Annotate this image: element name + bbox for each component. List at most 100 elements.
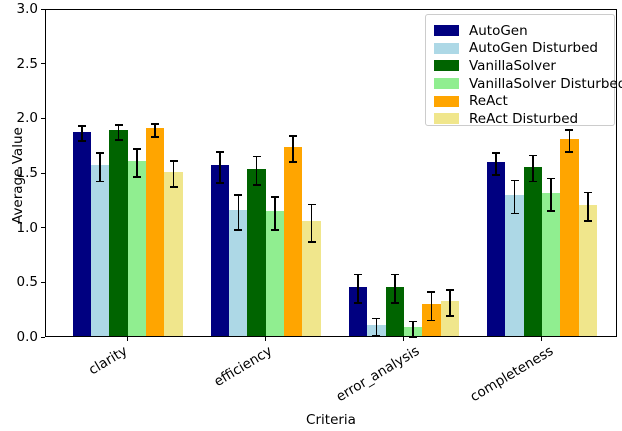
error-bar-autogen-disturbed-efficiency xyxy=(237,194,240,230)
error-bar-vanillasolver-error-analysis xyxy=(393,274,396,303)
error-bar-cap xyxy=(234,193,243,196)
legend-label-vanillasolver-disturbed: VanillaSolver Disturbed xyxy=(469,75,622,92)
error-bar-cap xyxy=(114,139,123,141)
x-tick-mark xyxy=(264,337,266,341)
error-bar-cap xyxy=(510,212,519,215)
error-bar-cap xyxy=(151,122,160,125)
y-tick-mark xyxy=(41,63,45,65)
error-bar-vanillasolver-efficiency xyxy=(255,156,258,185)
x-tick-label-completeness: completeness xyxy=(467,343,556,406)
error-bar-react-disturbed-completeness xyxy=(587,192,589,221)
error-bar-react-disturbed-error-analysis xyxy=(448,289,451,317)
legend-item-vanillasolver: VanillaSolver xyxy=(434,57,614,75)
legend-item-react-disturbed: ReAct Disturbed xyxy=(434,110,614,128)
error-bar-cap xyxy=(445,289,454,291)
legend: AutoGen AutoGen Disturbed VanillaSolver Van… xyxy=(425,14,622,128)
y-tick-label-3-0: 3.0 xyxy=(16,1,38,17)
legend-label-autogen-disturbed: AutoGen Disturbed xyxy=(469,40,598,57)
error-bar-cap xyxy=(409,336,418,338)
error-bar-cap xyxy=(252,184,261,186)
bar-react-disturbed-completeness xyxy=(578,204,597,336)
bar-autogen-completeness xyxy=(487,162,506,336)
error-bar-cap xyxy=(307,240,316,243)
y-tick-label-0-5: 0.5 xyxy=(16,274,38,291)
error-bar-autogen-disturbed-completeness xyxy=(513,180,516,214)
error-bar-cap xyxy=(96,180,105,183)
bar-autogen-clarity xyxy=(72,131,92,336)
error-bar-cap xyxy=(307,203,316,206)
error-bar-react-completeness xyxy=(568,130,571,153)
error-bar-cap xyxy=(96,152,105,155)
error-bar-cap xyxy=(252,155,261,158)
error-bar-cap xyxy=(583,191,592,194)
legend-label-react: ReAct xyxy=(469,93,508,110)
y-tick-mark xyxy=(41,281,45,283)
error-bar-cap xyxy=(270,228,279,231)
y-tick-mark xyxy=(41,172,45,174)
error-bar-vanillasolver-disturbed-efficiency xyxy=(274,196,276,230)
error-bar-react-error-analysis xyxy=(430,292,433,321)
error-bar-cap xyxy=(528,154,537,157)
y-tick-mark xyxy=(41,117,45,119)
error-bar-react-disturbed-clarity xyxy=(172,160,175,188)
bar-react-completeness xyxy=(560,139,579,336)
error-bar-cap xyxy=(510,179,519,182)
bar-vanillasolver-disturbed-efficiency xyxy=(265,211,285,336)
legend-label-react-disturbed: ReAct Disturbed xyxy=(469,110,579,127)
error-bar-cap xyxy=(114,124,123,126)
error-bar-react-disturbed-efficiency xyxy=(310,204,313,242)
error-bar-cap xyxy=(289,134,298,137)
bar-react-disturbed-clarity xyxy=(164,172,183,336)
error-bar-cap xyxy=(132,176,141,179)
legend-swatch-react xyxy=(434,95,459,107)
error-bar-cap xyxy=(289,161,298,163)
y-tick-mark xyxy=(41,227,45,229)
legend-swatch-react-disturbed xyxy=(434,113,459,125)
legend-item-autogen: AutoGen xyxy=(434,22,614,40)
error-bar-cap xyxy=(427,291,436,293)
error-bar-cap xyxy=(77,125,86,127)
error-bar-autogen-completeness xyxy=(495,153,497,176)
error-bar-autogen-clarity xyxy=(81,125,83,142)
y-tick-label-1-5: 1.5 xyxy=(16,165,38,181)
error-bar-cap xyxy=(234,228,243,231)
error-bar-cap xyxy=(372,335,381,337)
error-bar-autogen-disturbed-clarity xyxy=(99,153,101,182)
error-bar-cap xyxy=(390,302,399,304)
x-axis-label: Criteria xyxy=(306,412,356,428)
y-tick-label-2-5: 2.5 xyxy=(16,55,38,72)
x-tick-label-error-analysis: error_analysis xyxy=(333,343,423,406)
error-bar-cap xyxy=(169,160,178,162)
error-bar-cap xyxy=(354,273,363,276)
error-bar-cap xyxy=(565,151,574,153)
error-bar-cap xyxy=(583,220,592,222)
bar-react-efficiency xyxy=(284,146,303,336)
error-bar-cap xyxy=(492,152,501,155)
error-bar-cap xyxy=(215,181,224,184)
bar-react-clarity xyxy=(146,128,165,336)
error-bar-vanillasolver-disturbed-error-analysis xyxy=(412,321,414,337)
bar-vanillasolver-disturbed-completeness xyxy=(542,192,561,336)
legend-swatch-vanillasolver-disturbed xyxy=(434,78,459,90)
error-bar-vanillasolver-disturbed-clarity xyxy=(136,148,138,178)
y-tick-label-1-0: 1.0 xyxy=(16,219,38,236)
error-bar-cap xyxy=(528,180,537,183)
error-bar-cap xyxy=(151,136,160,138)
legend-item-autogen-disturbed: AutoGen Disturbed xyxy=(434,40,614,58)
legend-label-autogen: AutoGen xyxy=(469,22,528,39)
error-bar-cap xyxy=(132,148,141,150)
error-bar-cap xyxy=(445,315,454,317)
bar-autogen-disturbed-completeness xyxy=(505,194,524,336)
x-tick-label-efficiency: efficiency xyxy=(211,343,276,391)
error-bar-vanillasolver-disturbed-completeness xyxy=(550,178,552,212)
bar-vanillasolver-disturbed-clarity xyxy=(127,161,147,336)
y-tick-mark xyxy=(41,8,45,10)
error-bar-cap xyxy=(547,177,556,180)
legend-item-react: ReAct xyxy=(434,92,614,110)
y-tick-mark xyxy=(41,336,45,338)
legend-swatch-autogen xyxy=(434,25,459,37)
error-bar-cap xyxy=(372,317,381,320)
error-bar-cap xyxy=(215,151,224,153)
legend-label-vanillasolver: VanillaSolver xyxy=(469,57,556,74)
